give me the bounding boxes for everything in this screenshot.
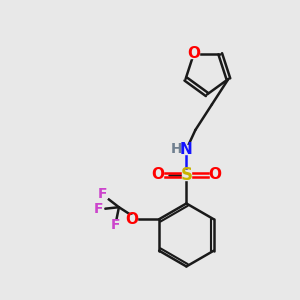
Text: O: O	[126, 212, 139, 227]
Bar	[98, 190, 106, 198]
Bar	[112, 221, 120, 230]
Text: O: O	[187, 46, 200, 61]
Bar	[172, 145, 181, 154]
Text: O: O	[152, 167, 164, 182]
Text: N: N	[180, 142, 193, 157]
Bar	[94, 205, 103, 213]
Bar	[189, 49, 199, 58]
Text: S: S	[180, 166, 192, 184]
Bar	[182, 170, 191, 180]
Text: F: F	[111, 218, 121, 232]
Bar	[127, 215, 137, 224]
Text: F: F	[98, 187, 107, 201]
Bar	[210, 170, 220, 179]
Text: F: F	[94, 202, 103, 216]
Bar	[182, 145, 190, 154]
Text: H: H	[171, 142, 183, 157]
Bar	[153, 170, 163, 179]
Text: O: O	[208, 167, 221, 182]
